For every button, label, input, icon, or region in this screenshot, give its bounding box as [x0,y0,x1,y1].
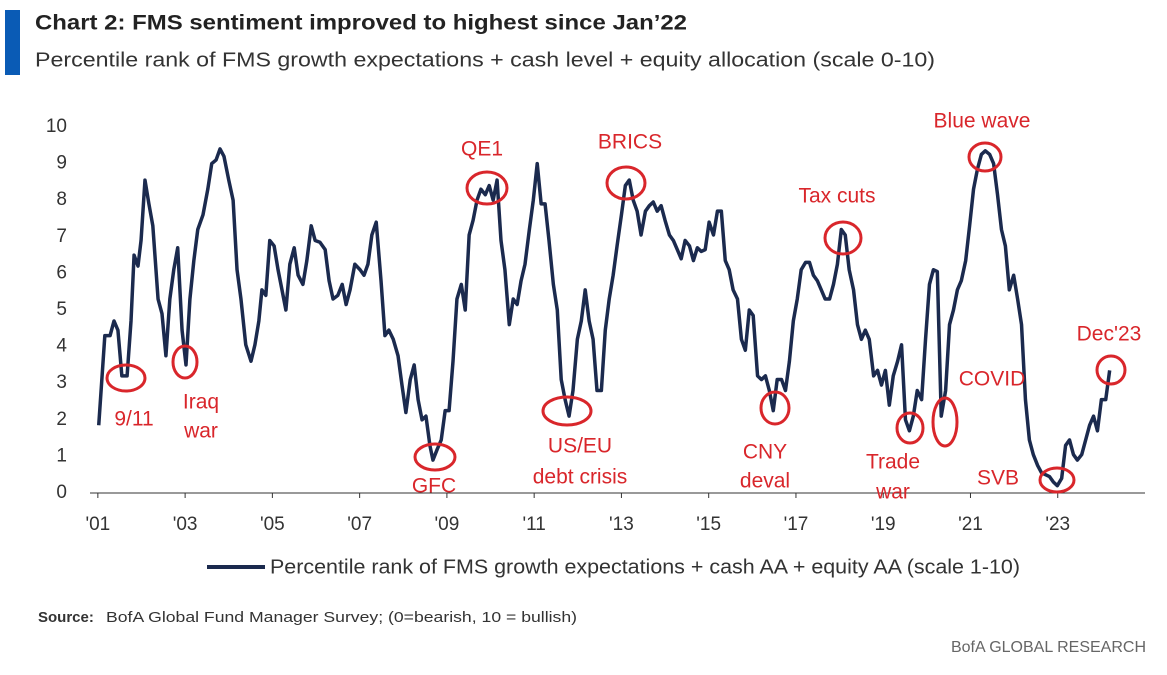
annotation-label: debt crisis [533,466,628,489]
annotation-circle [1038,466,1076,494]
annotation-label: Blue wave [934,110,1031,133]
annotation-label: Trade [866,451,920,474]
annotation-circle [105,363,147,393]
legend-label: Percentile rank of FMS growth expectatio… [270,556,1020,578]
title-bar [5,10,20,75]
x-tick-label: '17 [784,514,809,535]
annotation-circle [465,170,509,206]
chart-subtitle: Percentile rank of FMS growth expectatio… [35,49,935,71]
y-tick-label: 1 [56,445,67,466]
annotation-label: GFC [412,475,456,498]
annotation-label: war [875,481,910,504]
x-tick-label: '01 [85,514,110,535]
y-tick-label: 10 [46,116,67,137]
annotation-circle [759,390,791,426]
annotation-label: COVID [959,368,1026,391]
y-tick-label: 8 [56,189,67,210]
annotation-label: BRICS [598,131,662,154]
x-tick-label: '03 [173,514,198,535]
y-tick-label: 9 [56,153,67,174]
y-tick-label: 4 [56,336,67,357]
x-tick-label: '23 [1045,514,1070,535]
y-tick-label: 7 [56,226,67,247]
chart-title: Chart 2: FMS sentiment improved to highe… [35,12,687,35]
series-line [96,147,1112,488]
annotation-label: Iraq [183,391,219,414]
annotation-label: CNY [743,441,787,464]
annotation-label: deval [740,470,790,493]
annotation-circle [413,442,457,472]
annotation-circle [967,141,1003,173]
y-tick-label: 3 [56,372,67,393]
annotation-label: Dec'23 [1077,323,1142,346]
x-tick-label: '09 [435,514,460,535]
annotation-circle [895,411,925,445]
y-tick-label: 2 [56,409,67,430]
x-tick-label: '15 [696,514,721,535]
annotation-label: QE1 [461,138,503,161]
annotation-circle [605,165,647,201]
source-text: BofA Global Fund Manager Survey; (0=bear… [106,609,577,626]
annotation-circle [541,395,593,427]
annotation-label: US/EU [548,435,612,458]
x-tick-label: '19 [871,514,896,535]
x-tick-label: '05 [260,514,285,535]
source-label: Source: [38,609,94,626]
x-tick-label: '11 [522,514,545,535]
y-tick-label: 0 [56,482,67,503]
x-tick-label: '07 [347,514,372,535]
annotation-label: war [183,420,218,443]
y-tick-label: 5 [56,299,67,320]
annotation-circle [171,344,199,380]
annotation-circle [1095,354,1127,386]
x-tick-label: '21 [958,514,983,535]
annotation-circle [931,396,959,448]
footer: BofA GLOBAL RESEARCH [951,639,1146,656]
annotation-circle [823,220,863,256]
x-tick-label: '13 [609,514,634,535]
annotation-label: 9/11 [114,408,153,431]
annotation-label: SVB [977,467,1019,490]
annotation-label: Tax cuts [798,185,875,208]
y-tick-label: 6 [56,262,67,283]
